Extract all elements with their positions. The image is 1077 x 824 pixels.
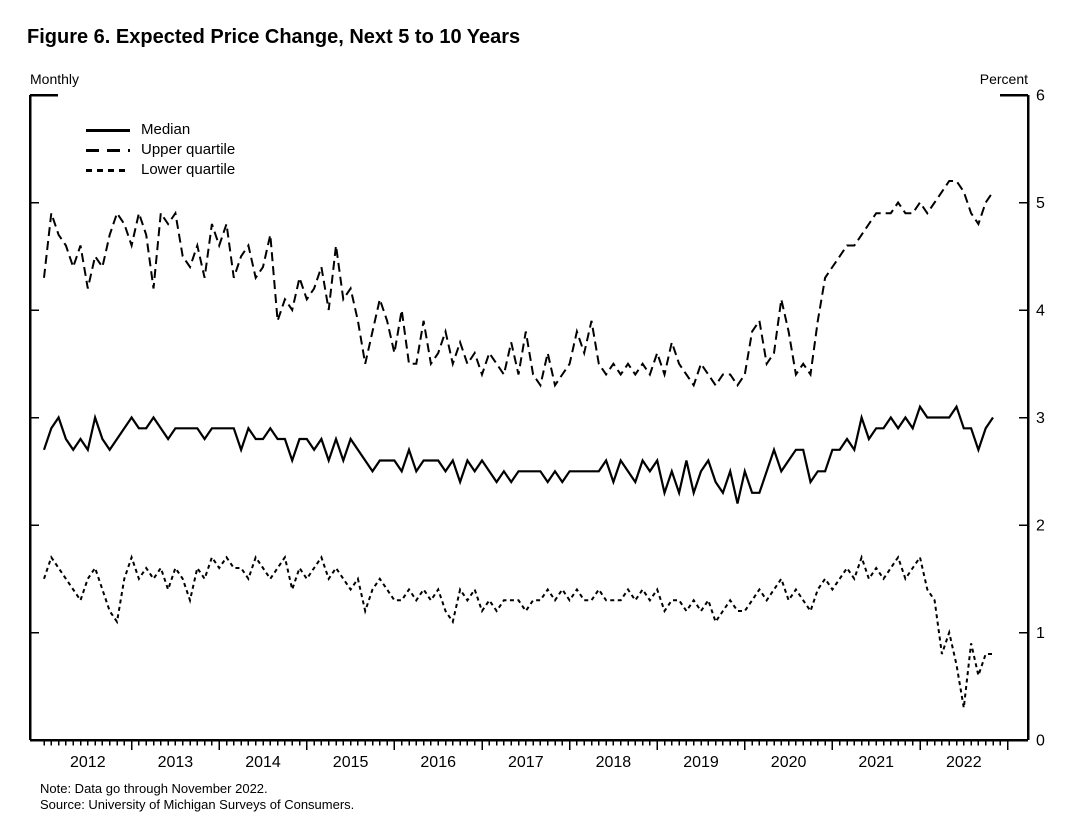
unit-label: Percent xyxy=(979,71,1028,87)
chart-line-upper-quartile xyxy=(43,180,994,388)
legend-label-median: Median xyxy=(141,121,191,138)
figure-notes: Note: Data go through November 2022. Sou… xyxy=(40,781,354,812)
y-axis-tick-label: 4 xyxy=(1036,303,1045,320)
lower-quartile-line-sample xyxy=(86,168,130,172)
source-line: Source: University of Michigan Surveys o… xyxy=(40,796,355,812)
chart-line-lower-quartile xyxy=(43,554,993,708)
x-axis-year-label: 2012 xyxy=(70,754,106,771)
y-axis-tick-label: 2 xyxy=(1036,518,1045,535)
chart-line-median xyxy=(42,404,994,504)
legend-label-lower-quartile: Lower quartile xyxy=(141,161,236,178)
note-line: Note: Data go through November 2022. xyxy=(40,781,268,796)
x-axis-year-label: 2015 xyxy=(333,754,369,771)
y-axis-tick-label: 1 xyxy=(1036,625,1045,642)
x-axis-year-label: 2016 xyxy=(420,754,456,771)
x-axis-year-label: 2022 xyxy=(946,754,982,771)
frequency-label: Monthly xyxy=(30,71,80,87)
x-axis-year-label: 2020 xyxy=(771,754,807,771)
y-axis-tick-label: 3 xyxy=(1036,410,1045,427)
x-axis-year-label: 2014 xyxy=(245,754,281,771)
x-axis-year-label: 2021 xyxy=(858,754,894,771)
legend-item-median: Median xyxy=(86,120,235,140)
x-axis-year-label: 2013 xyxy=(158,754,194,771)
legend-label-upper-quartile: Upper quartile xyxy=(141,141,236,158)
legend-item-lower-quartile: Lower quartile xyxy=(86,160,235,180)
legend-item-upper-quartile: Upper quartile xyxy=(86,140,235,160)
upper-quartile-line-sample xyxy=(86,148,130,152)
y-axis-tick-label: 0 xyxy=(1036,733,1045,750)
median-line-sample xyxy=(86,128,130,132)
figure-title: Figure 6. Expected Price Change, Next 5 … xyxy=(27,26,521,48)
y-axis-tick-label: 5 xyxy=(1036,195,1045,212)
x-axis-year-label: 2018 xyxy=(596,754,632,771)
chart-legend: Median Upper quartile Lower quartile xyxy=(86,120,235,180)
y-axis-tick-label: 6 xyxy=(1036,88,1045,105)
x-axis-year-label: 2019 xyxy=(683,754,719,771)
x-axis-year-label: 2017 xyxy=(508,754,544,771)
